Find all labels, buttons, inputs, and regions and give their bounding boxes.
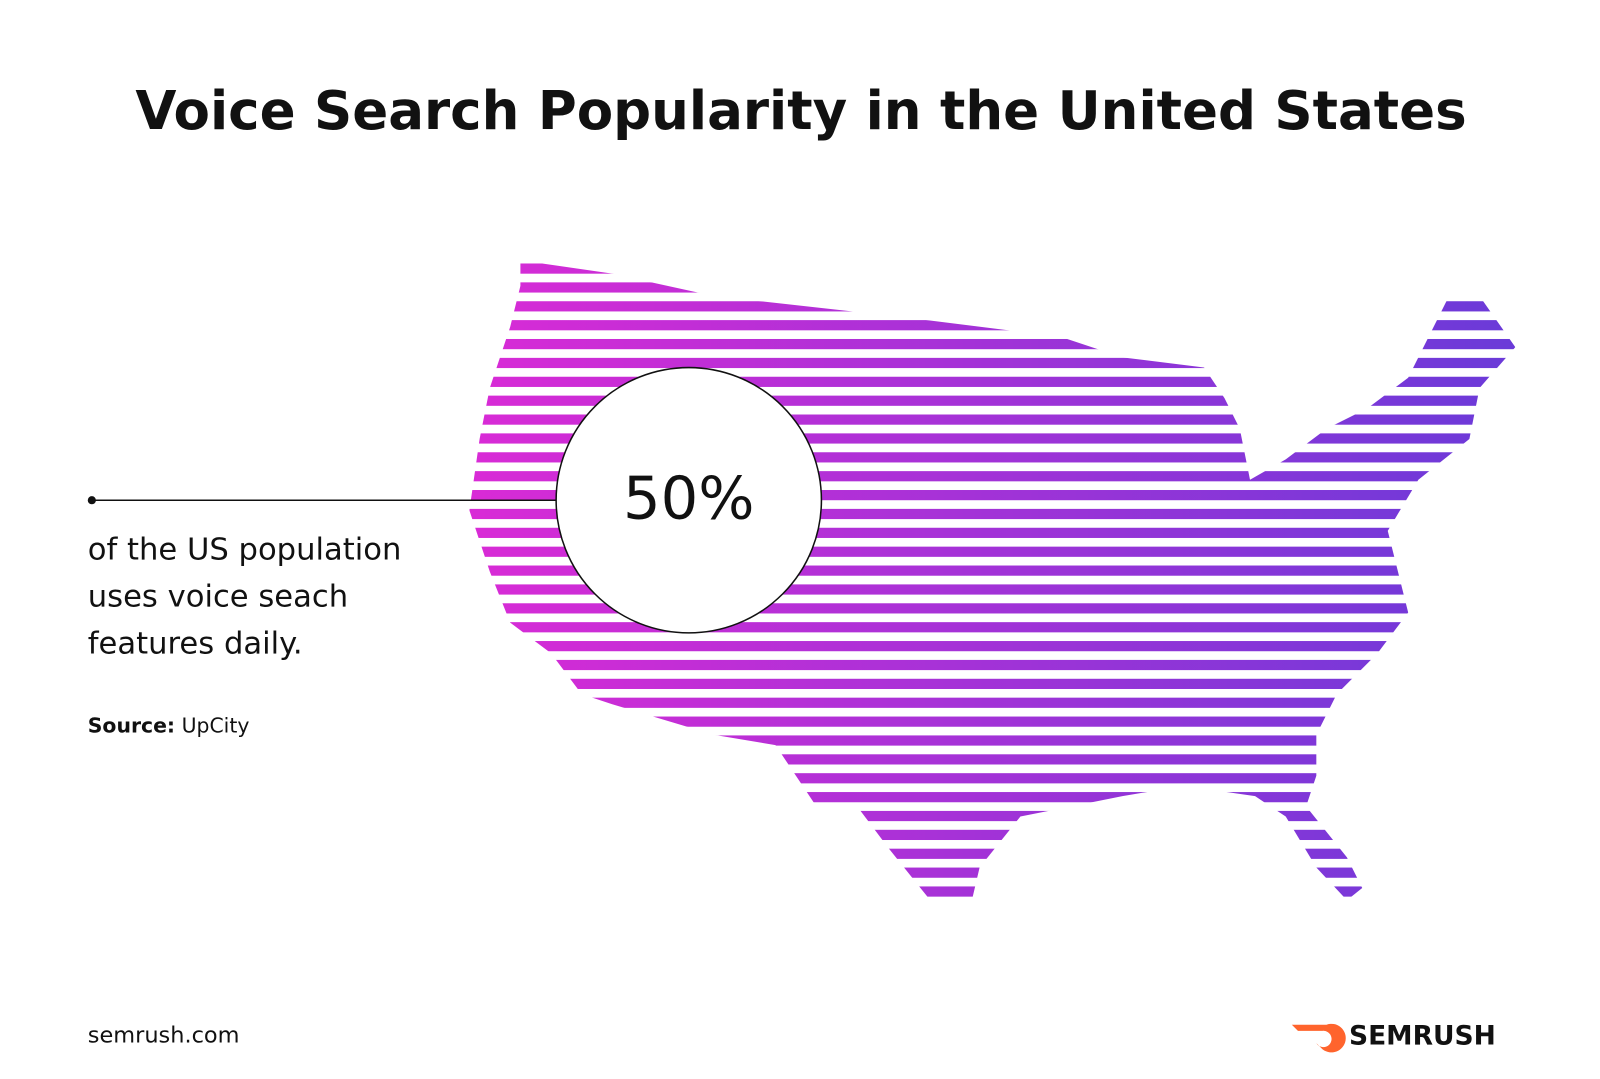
map-stripe bbox=[469, 508, 1516, 520]
map-stripe bbox=[469, 263, 1516, 274]
map-stripe bbox=[469, 565, 1516, 576]
map-stripe bbox=[469, 490, 1516, 501]
map-stripe bbox=[469, 848, 1516, 859]
map-stripe bbox=[469, 773, 1516, 784]
map-stripe bbox=[469, 301, 1516, 312]
map-stripe bbox=[469, 792, 1516, 803]
map-stripe bbox=[469, 697, 1516, 708]
description-line: uses voice seach bbox=[88, 580, 348, 615]
map-stripe bbox=[469, 641, 1516, 652]
map-stripe bbox=[469, 320, 1516, 331]
title: Voice Search Popularity in the United St… bbox=[135, 80, 1466, 142]
map-stripe bbox=[469, 357, 1516, 369]
map-stripe bbox=[469, 546, 1516, 557]
description-line: features daily. bbox=[88, 627, 303, 662]
map-stripe bbox=[469, 735, 1516, 746]
description-line: of the US population bbox=[88, 533, 402, 568]
brand-logo: SEMRUSH bbox=[1291, 1020, 1496, 1053]
map-stripe bbox=[469, 338, 1516, 350]
map-stripe bbox=[469, 716, 1516, 727]
map-stripe bbox=[469, 376, 1516, 387]
map-stripe bbox=[469, 659, 1516, 671]
map-stripe bbox=[469, 622, 1516, 633]
stat-value: 50% bbox=[623, 463, 755, 532]
source: Source: UpCity bbox=[88, 714, 250, 738]
map-stripe bbox=[469, 867, 1516, 878]
map-stripe bbox=[469, 471, 1516, 482]
brand-name: SEMRUSH bbox=[1349, 1020, 1496, 1051]
footer-site: semrush.com bbox=[88, 1022, 240, 1048]
map-stripe bbox=[469, 395, 1516, 406]
map-stripe bbox=[469, 829, 1516, 841]
map-stripe bbox=[469, 678, 1516, 689]
map-stripe bbox=[469, 754, 1516, 765]
map-stripe bbox=[469, 527, 1516, 538]
map-stripe bbox=[469, 584, 1516, 595]
map-stripe bbox=[469, 603, 1516, 614]
logo-icon bbox=[1291, 1023, 1346, 1053]
stat-circle bbox=[555, 366, 823, 634]
map-stripe bbox=[469, 886, 1516, 897]
map-stripe bbox=[469, 433, 1516, 444]
callout-dot bbox=[87, 496, 96, 505]
source-name: UpCity bbox=[182, 714, 250, 738]
source-label: Source: bbox=[88, 714, 175, 738]
map-stripe bbox=[449, 905, 1531, 915]
map-stripe bbox=[469, 452, 1516, 463]
map-stripe bbox=[469, 810, 1516, 822]
map-stripe bbox=[469, 282, 1516, 293]
map-stripe bbox=[469, 414, 1516, 425]
